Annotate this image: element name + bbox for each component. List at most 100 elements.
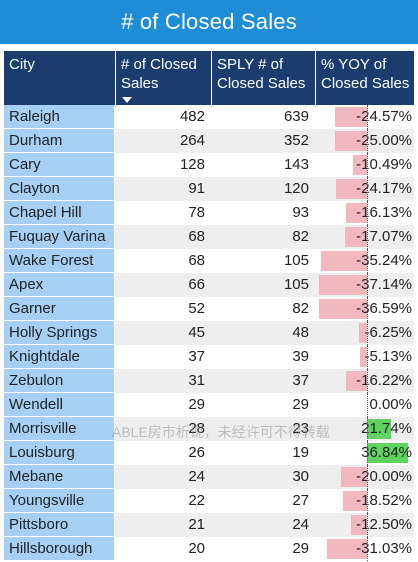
table-row[interactable]: Hillsborough 20 29 -31.03% <box>4 537 414 561</box>
cell-yoy: -36.59% <box>315 297 414 321</box>
cell-yoy: 21.74% <box>315 417 414 441</box>
cell-closed-sales: 45 <box>115 321 211 345</box>
yoy-label: -6.25% <box>364 324 412 341</box>
table-row[interactable]: Chapel Hill 78 93 -16.13% <box>4 201 414 225</box>
cell-sply: 48 <box>211 321 315 345</box>
yoy-bar <box>326 539 367 559</box>
cell-yoy: -18.52% <box>315 489 414 513</box>
yoy-label: -24.17% <box>356 180 412 197</box>
yoy-label: -16.13% <box>356 204 412 221</box>
cell-city: Mebane <box>4 465 115 489</box>
cell-sply: 30 <box>211 465 315 489</box>
yoy-label: 36.84% <box>361 444 412 461</box>
cell-closed-sales: 68 <box>188 252 205 269</box>
yoy-bar <box>367 419 392 439</box>
cell-closed-sales: 20 <box>188 540 205 557</box>
cell-sply: 82 <box>292 300 309 317</box>
yoy-zero-axis <box>367 105 368 129</box>
cell-closed-sales: 29 <box>188 396 205 413</box>
table-row[interactable]: Raleigh 482 639 -24.57% <box>4 105 414 129</box>
yoy-label: -12.50% <box>356 516 412 533</box>
cell-yoy: 36.84% <box>315 441 414 465</box>
yoy-label: -18.52% <box>356 492 412 509</box>
yoy-label: -24.57% <box>356 108 412 125</box>
closed-sales-table: City # of Closed Sales SPLY # of Closed … <box>4 51 414 561</box>
table-row[interactable]: Youngsville 22 27 -18.52% <box>4 489 414 513</box>
cell-city: Hillsborough <box>4 537 115 561</box>
cell-sply: 352 <box>211 129 315 153</box>
yoy-label: -20.00% <box>356 468 412 485</box>
yoy-zero-axis <box>367 417 368 441</box>
yoy-label: -31.03% <box>356 540 412 557</box>
yoy-bar <box>318 275 367 295</box>
column-header-city[interactable]: City <box>9 56 35 73</box>
cell-yoy: -5.13% <box>315 345 414 369</box>
sort-descending-icon <box>122 97 132 103</box>
cell-sply: 93 <box>292 204 309 221</box>
cell-city: Zebulon <box>4 369 115 393</box>
yoy-bar <box>360 347 367 367</box>
chart-title: # of Closed Sales <box>0 0 418 44</box>
table-row[interactable]: Knightdale 37 39 -5.13% <box>4 345 414 369</box>
yoy-zero-axis <box>367 537 368 561</box>
table-row[interactable]: Clayton 91 120 -24.17% <box>4 177 414 201</box>
cell-closed-sales: 24 <box>115 465 211 489</box>
table-row[interactable]: Holly Springs 45 48 -6.25% <box>4 321 414 345</box>
cell-city: Wake Forest <box>4 249 115 273</box>
cell-city: Youngsville <box>4 489 115 513</box>
table-row[interactable]: Mebane 24 30 -20.00% <box>4 465 414 489</box>
cell-closed-sales: 78 <box>188 204 205 221</box>
yoy-zero-axis <box>367 393 368 417</box>
cell-closed-sales: 28 <box>115 417 211 441</box>
yoy-zero-axis <box>367 297 368 321</box>
table-row[interactable]: Garner 52 82 -36.59% <box>4 297 414 321</box>
table-row[interactable]: Fuquay Varina 68 82 -17.07% <box>4 225 414 249</box>
table-row[interactable]: Pittsboro 21 24 -12.50% <box>4 513 414 537</box>
yoy-label: 21.74% <box>361 420 412 437</box>
cell-sply: 39 <box>292 348 309 365</box>
yoy-bar <box>321 251 367 271</box>
cell-closed-sales: 31 <box>115 369 211 393</box>
cell-city: Raleigh <box>4 105 115 129</box>
cell-sply: 29 <box>292 396 309 413</box>
cell-yoy: -17.07% <box>315 225 414 249</box>
yoy-bar <box>346 203 367 223</box>
column-header-sply[interactable]: SPLY # of Closed Sales <box>211 51 315 105</box>
cell-closed-sales: 22 <box>188 492 205 509</box>
cell-closed-sales: 66 <box>115 273 211 297</box>
cell-sply: 19 <box>292 444 309 461</box>
yoy-zero-axis <box>367 273 368 297</box>
cell-city: Apex <box>4 273 115 297</box>
cell-sply: 37 <box>211 369 315 393</box>
cell-city: Chapel Hill <box>4 201 115 225</box>
yoy-bar <box>319 299 367 319</box>
table-row[interactable]: Wendell 29 29 0.00% <box>4 393 414 417</box>
cell-sply: 82 <box>211 225 315 249</box>
cell-yoy: -37.14% <box>315 273 414 297</box>
table-row[interactable]: Wake Forest 68 105 -35.24% <box>4 249 414 273</box>
table-row[interactable]: Apex 66 105 -37.14% <box>4 273 414 297</box>
table-row[interactable]: Morrisville 28 23 21.74% <box>4 417 414 441</box>
yoy-zero-axis <box>367 249 368 273</box>
cell-closed-sales: 128 <box>179 156 205 173</box>
table-row[interactable]: Durham 264 352 -25.00% <box>4 129 414 153</box>
table-row[interactable]: Cary 128 143 -10.49% <box>4 153 414 177</box>
table-row[interactable]: Zebulon 31 37 -16.22% <box>4 369 414 393</box>
cell-closed-sales: 37 <box>188 348 205 365</box>
table-row[interactable]: Louisburg 26 19 36.84% <box>4 441 414 465</box>
cell-sply: 105 <box>283 252 309 269</box>
cell-sply: 120 <box>211 177 315 201</box>
yoy-bar <box>367 443 409 463</box>
column-header-closed-sales[interactable]: # of Closed Sales <box>115 51 211 105</box>
cell-city: Louisburg <box>4 441 115 465</box>
column-header-yoy[interactable]: % YOY of Closed Sales <box>315 51 414 105</box>
column-header-closed-sales-label: # of Closed Sales <box>121 56 197 92</box>
cell-yoy: -12.50% <box>315 513 414 537</box>
cell-yoy: -31.03% <box>315 537 414 561</box>
yoy-bar <box>335 179 367 199</box>
cell-city: Durham <box>4 129 115 153</box>
yoy-bar <box>344 227 367 247</box>
yoy-label: -37.14% <box>356 276 412 293</box>
yoy-label: -25.00% <box>356 132 412 149</box>
yoy-zero-axis <box>367 465 368 489</box>
